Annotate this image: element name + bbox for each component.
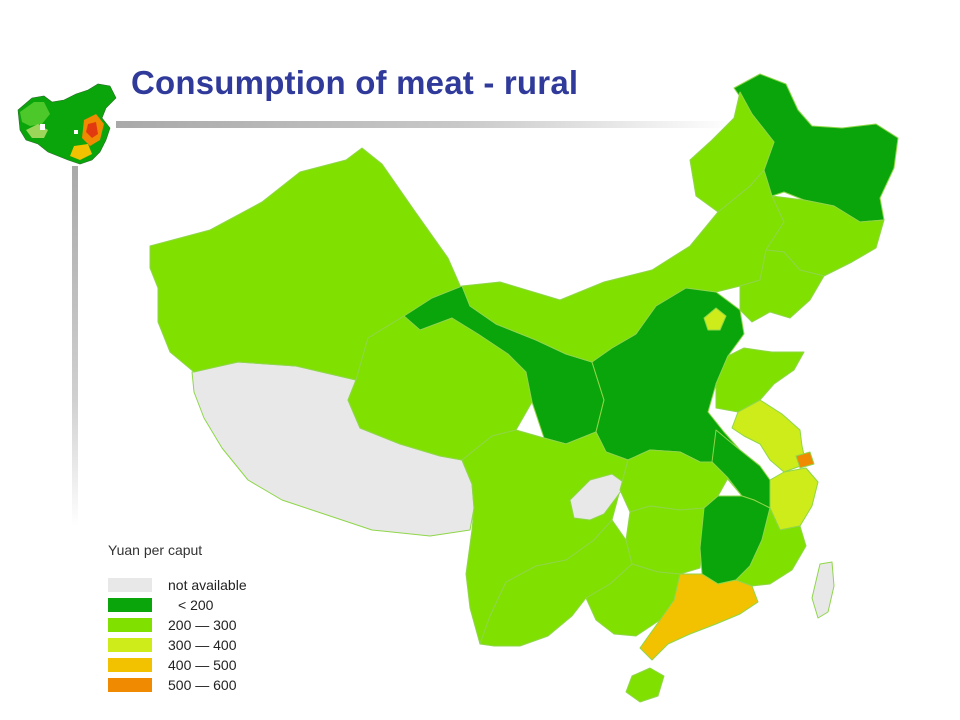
legend-label: < 200 [178,597,214,613]
legend-title: Yuan per caput [108,542,203,558]
region-guangdong [639,573,759,661]
region-taiwan [811,561,835,619]
thumbnail-east-hotspot-core [86,122,98,138]
thumbnail-white-marker [40,124,45,130]
page-title: Consumption of meat - rural [131,64,579,101]
region-shanghai [795,451,815,469]
legend-swatch [108,598,152,612]
legend-label: 400 — 500 [168,657,237,673]
legend-item: 200 — 300 [108,617,308,634]
thumbnail-map-icon [17,83,117,165]
title-underline-bar [116,121,736,128]
legend-item: not available [108,577,308,594]
legend-swatch [108,618,152,632]
legend-label: 300 — 400 [168,637,237,653]
thumbnail-white-marker [74,130,78,134]
legend-swatch [108,678,152,692]
legend-label: 500 — 600 [168,677,237,693]
region-zhejiang [769,467,819,531]
legend-label: 200 — 300 [168,617,237,633]
region-shandong [715,347,805,413]
legend-item: 300 — 400 [108,637,308,654]
legend-label: not available [168,577,247,593]
region-liaoning [739,249,825,323]
region-beijing [703,307,727,331]
vertical-accent-bar [72,166,78,526]
map-legend: Yuan per caput not available < 200 200 —… [108,542,308,702]
region-northeast-arm [689,91,775,213]
legend-item: < 200 [108,597,308,614]
thumbnail-west-region [20,102,50,126]
legend-swatch [108,658,152,672]
legend-item: 400 — 500 [108,657,308,674]
legend-swatch [108,638,152,652]
thumbnail-south-band [70,144,92,160]
region-heilongjiang [733,73,899,223]
region-chongqing [569,473,627,521]
legend-item: 500 — 600 [108,677,308,694]
region-hunan [625,505,705,575]
legend-swatch [108,578,152,592]
region-jiangsu [731,399,807,473]
region-hainan [625,667,665,703]
region-fujian [735,507,807,587]
